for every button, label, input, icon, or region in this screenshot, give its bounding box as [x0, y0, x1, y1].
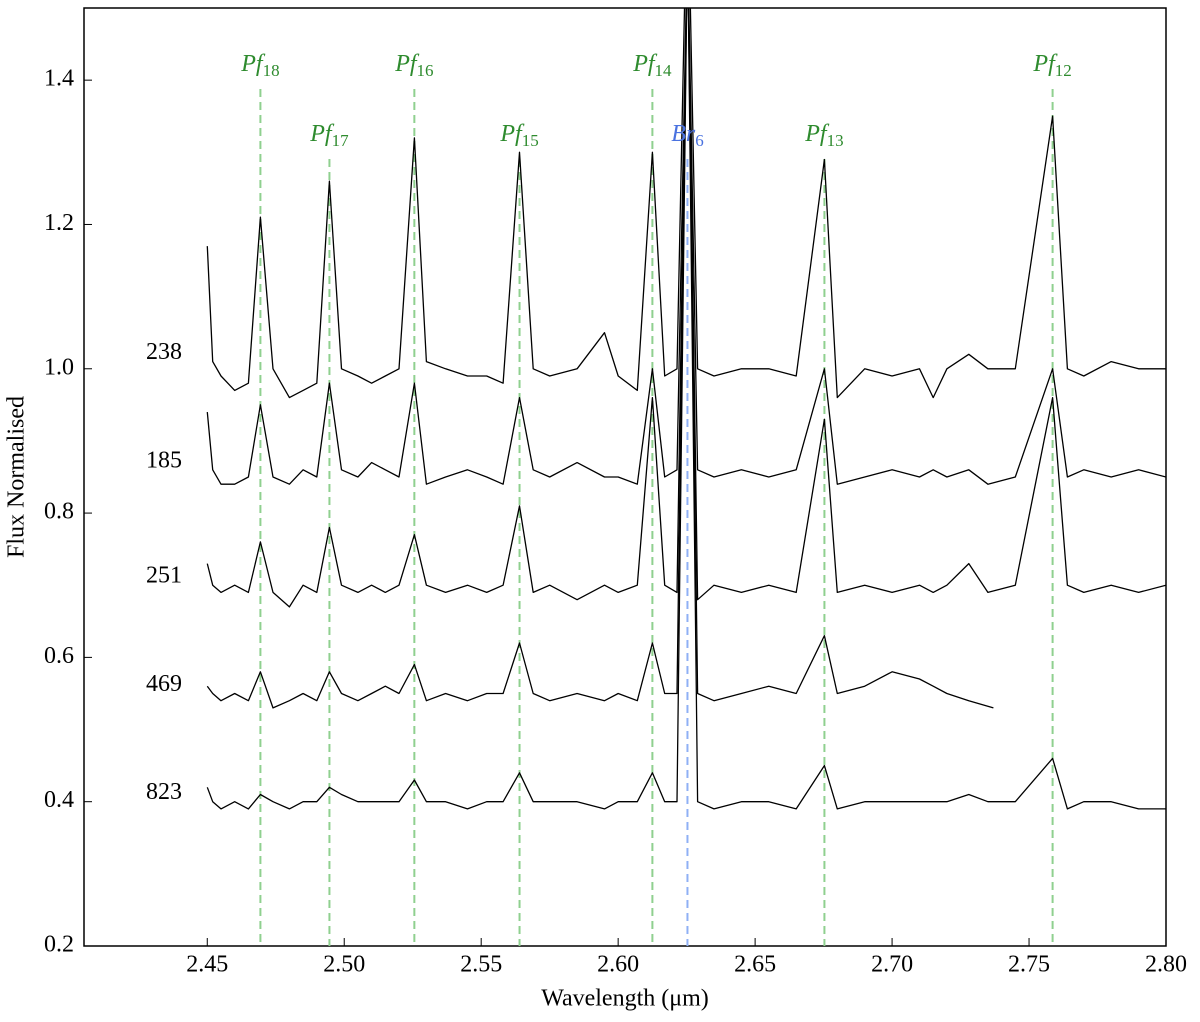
- y-tick-label: 0.2: [44, 932, 74, 958]
- line-subscript: 14: [655, 61, 673, 80]
- y-tick-label: 0.8: [44, 499, 74, 525]
- line-name: Pf: [804, 121, 830, 147]
- line-name: Pf: [499, 121, 525, 147]
- y-tick-label: 1.0: [44, 354, 74, 380]
- x-tick-label: 2.55: [460, 952, 502, 978]
- x-tick-label: 2.70: [871, 952, 913, 978]
- x-tick-label: 2.45: [186, 952, 228, 978]
- spectrum-line: [206, 8, 1166, 399]
- line-subscript: 12: [1055, 61, 1072, 80]
- line-label: Pf16: [394, 51, 433, 80]
- line-subscript: 6: [695, 131, 704, 150]
- line-label: Br6: [671, 121, 704, 150]
- line-label: Pf13: [804, 121, 843, 150]
- spectrum-line: [206, 8, 1166, 810]
- y-tick-label: 1.4: [44, 66, 74, 92]
- x-tick-label: 2.75: [1008, 952, 1050, 978]
- x-axis-label: Wavelength (μm): [541, 986, 709, 1012]
- spectrum-line: [206, 8, 1166, 485]
- line-subscript: 15: [522, 131, 539, 150]
- line-name: Pf: [309, 121, 335, 147]
- y-tick-label: 0.4: [44, 787, 74, 813]
- line-name: Pf: [240, 51, 266, 77]
- spectra: [206, 8, 1166, 810]
- x-tick-label: 2.65: [734, 952, 776, 978]
- x-tick-label: 2.60: [597, 952, 639, 978]
- x-tick-label: 2.50: [323, 952, 365, 978]
- y-tick-label: 1.2: [44, 210, 74, 236]
- line-subscript: 13: [827, 131, 844, 150]
- line-subscript: 17: [332, 131, 350, 150]
- series-label: 238: [146, 339, 182, 365]
- line-name: Pf: [632, 51, 658, 77]
- plot-frame: [83, 7, 1167, 947]
- line-label: Pf18: [240, 51, 279, 80]
- y-tick-label: 0.6: [44, 643, 74, 669]
- line-label: Pf15: [499, 121, 538, 150]
- y-axis-label: Flux Normalised: [4, 396, 30, 558]
- series-label: 185: [146, 447, 182, 473]
- series-label: 251: [146, 563, 182, 589]
- x-tick-label: 2.80: [1145, 952, 1187, 978]
- spectrum-line: [206, 8, 1166, 608]
- line-name: Br: [671, 121, 696, 147]
- line-name: Pf: [1032, 51, 1058, 77]
- line-subscript: 16: [417, 61, 434, 80]
- line-name: Pf: [394, 51, 420, 77]
- spectrum-line: [206, 8, 994, 709]
- line-label: Pf17: [309, 121, 349, 150]
- line-label: Pf12: [1032, 51, 1071, 80]
- series-label: 823: [146, 779, 182, 805]
- series-label: 469: [146, 671, 182, 697]
- line-subscript: 18: [263, 61, 280, 80]
- reference-lines: [259, 89, 1054, 946]
- line-label: Pf14: [632, 51, 672, 80]
